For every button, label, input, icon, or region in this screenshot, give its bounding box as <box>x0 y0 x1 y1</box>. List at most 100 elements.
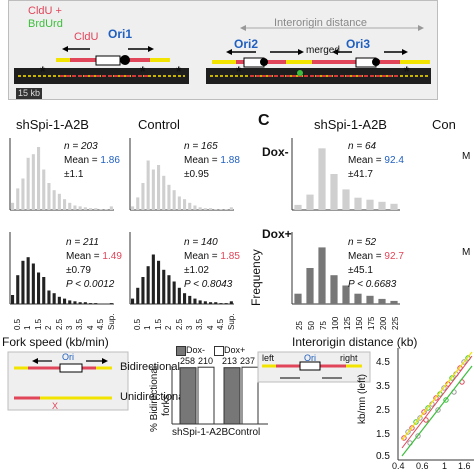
cldu-label-2: CldU <box>74 31 99 43</box>
hist-bar <box>146 266 150 304</box>
hist-bar <box>378 201 386 210</box>
e-ytick-2: 3.5 <box>376 381 390 392</box>
hist-bar <box>193 298 197 304</box>
b-g1-bot-sd: ±0.79 <box>66 265 91 276</box>
c-xtick: 175 <box>367 316 376 330</box>
b-xtick: 2 <box>164 325 174 330</box>
hist-bar <box>83 207 87 210</box>
c-bot-mean: Mean = 92.7 <box>348 251 404 262</box>
e-xtick-1: 0.4 <box>392 461 405 471</box>
hist-bar <box>26 257 30 304</box>
b-xtick: 4 <box>85 325 95 330</box>
hist-bar <box>94 303 98 304</box>
hist-bar <box>390 300 398 304</box>
hist-bar <box>78 206 82 210</box>
hist-bar <box>47 290 51 304</box>
e-xtick-3: 1 <box>442 461 448 471</box>
hist-bar <box>390 203 398 210</box>
hist-bar <box>21 178 25 210</box>
interorigin-distance-label: Interorigin distance <box>274 17 367 29</box>
hist-bar <box>52 190 56 210</box>
e-ytick-3: 2.5 <box>376 405 390 416</box>
count-2: 210 <box>198 356 214 366</box>
dox-minus-label: Dox- <box>262 145 289 159</box>
hist-bar <box>167 275 171 304</box>
hist-bar <box>37 147 41 210</box>
hist-bar <box>177 196 181 210</box>
star-3: * <box>176 63 182 79</box>
hist-bar <box>89 303 93 304</box>
panel-e-ylabel: kb/mn (left) <box>357 373 368 424</box>
panel-d-ori: Ori <box>62 352 74 362</box>
b-xtick: 2.5 <box>174 318 184 330</box>
c-xtick: 200 <box>379 316 388 330</box>
panel-e-right: right <box>340 353 358 363</box>
hist-bar <box>193 205 197 210</box>
scatter-point <box>425 405 431 411</box>
b-g1-bot-n: n = 211 <box>66 237 99 248</box>
hist-bar <box>188 295 192 304</box>
hist-bar <box>57 296 61 304</box>
bidirectional-bar <box>197 366 215 425</box>
hist-bar <box>131 298 135 304</box>
panel-b-xlabel: Fork speed (kb/min) <box>2 335 109 349</box>
b-xtick: 0.5 <box>133 318 142 330</box>
count-1: 258 <box>180 356 196 366</box>
hist-bar <box>318 148 326 210</box>
bidirectional-bar <box>179 367 197 425</box>
hist-bar <box>229 207 233 210</box>
hist-bar <box>26 157 30 210</box>
hist-bar <box>89 208 93 210</box>
hist-bar <box>172 190 176 210</box>
hist-bar <box>342 189 350 210</box>
bidirectional-bar <box>223 367 241 425</box>
b-xtick: 3 <box>65 325 74 330</box>
hist-bar <box>209 208 213 210</box>
e-xtick-4: 1.6 <box>458 461 471 471</box>
c-bot-sd: ±45.1 <box>348 265 373 276</box>
c-right-partial-1: M <box>462 151 471 162</box>
hist-bar <box>63 199 67 210</box>
ori1-box <box>95 55 121 66</box>
hist-bar <box>57 193 61 210</box>
b-g2-bot-mean: Mean = 1.85 <box>184 251 240 262</box>
hist-bar <box>219 303 223 304</box>
merged-label: merged <box>306 45 340 56</box>
panel-c-letter: C <box>258 112 270 129</box>
fit-line-red <box>401 355 473 449</box>
histogram-5 <box>291 232 400 305</box>
e-ytick-1: 4.5 <box>376 357 390 368</box>
hist-bar <box>177 287 181 304</box>
scatter-point <box>443 397 449 403</box>
legend-dox-plus: Dox+ <box>224 345 246 355</box>
b-xtick: 1 <box>23 325 33 330</box>
histogram-1 <box>129 138 234 211</box>
scatter-point <box>435 407 441 413</box>
c-bot-p: P < 0.6683 <box>348 279 397 290</box>
hist-bar <box>63 298 67 304</box>
b-xtick: 1 <box>143 325 153 330</box>
hist-bar <box>11 295 15 304</box>
cldu-label-1: CldU + <box>28 5 62 17</box>
ori1-label: Ori1 <box>108 27 133 41</box>
hist-bar <box>68 202 72 210</box>
hist-bar <box>224 209 228 210</box>
dox-plus-label: Dox+ <box>262 227 292 241</box>
hist-bar <box>157 165 161 210</box>
count-4: 237 <box>240 356 256 366</box>
b-xtick: 1.5 <box>33 318 43 330</box>
scatter-point <box>461 359 467 365</box>
b-xtick: 0.5 <box>13 318 22 330</box>
hist-bar <box>131 206 135 210</box>
c-bot-n: n = 52 <box>348 237 377 248</box>
star-4: * <box>236 63 242 79</box>
hist-bar <box>342 285 350 304</box>
c-top-n: n = 64 <box>348 141 377 152</box>
hist-bar <box>162 175 166 210</box>
legend-swatch-dox-plus <box>214 346 224 356</box>
hist-bar <box>141 183 145 210</box>
panel-c-title-2: Con <box>432 117 456 132</box>
hist-bar <box>47 183 51 210</box>
